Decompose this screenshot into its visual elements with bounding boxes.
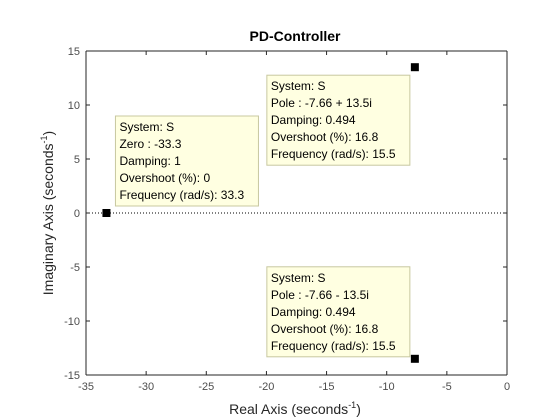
x-tick-label: -5: [442, 381, 452, 393]
datatip-line: Frequency (rad/s): 33.3: [119, 188, 244, 202]
pole-zero-marker-2: [410, 354, 419, 363]
datatip-line: Overshoot (%): 16.8: [271, 130, 379, 144]
y-axis-label-close: ): [40, 131, 56, 136]
y-tick-label: 10: [68, 100, 80, 112]
y-axis-label-sup: -1: [39, 135, 49, 143]
x-axis-label-sup: -1: [348, 400, 356, 410]
datatip-line: Pole : -7.66 + 13.5i: [271, 96, 372, 110]
x-tick-label: 0: [504, 381, 510, 393]
x-axis-label-close: ): [356, 401, 361, 417]
pole-zero-marker-0: [102, 209, 111, 217]
x-tick-label: -15: [319, 381, 335, 393]
datatip-line: Damping: 1: [119, 154, 181, 168]
datatip-box-1: [266, 74, 411, 166]
y-tick-label: -5: [70, 262, 80, 274]
datatip-line: System: S: [119, 120, 174, 134]
y-tick-label: 5: [74, 154, 80, 166]
datatip-line: Zero : -33.3: [119, 137, 181, 151]
datatip-line: Frequency (rad/s): 15.5: [271, 339, 396, 353]
datatip-line: Pole : -7.66 - 13.5i: [271, 288, 369, 302]
x-tick-label: -25: [198, 381, 214, 393]
x-axis-label: Real Axis (seconds-1): [229, 400, 361, 417]
datatip-line: Damping: 0.494: [271, 305, 356, 319]
datatip-line: Overshoot (%): 0: [119, 171, 210, 185]
datatip-box-2: [266, 266, 411, 358]
y-axis-label-text: Imaginary Axis (seconds: [40, 143, 56, 295]
y-tick-label: -10: [64, 316, 80, 328]
x-tick-label: -30: [138, 381, 154, 393]
datatip-line: Frequency (rad/s): 15.5: [271, 147, 396, 161]
x-tick-label: -10: [379, 381, 395, 393]
chart-marks: [102, 63, 419, 363]
y-tick-label: -15: [64, 370, 80, 382]
x-tick-label: -20: [258, 381, 274, 393]
datatip-line: System: S: [271, 79, 326, 93]
x-axis-label-text: Real Axis (seconds: [229, 401, 348, 417]
datatip-line: Damping: 0.494: [271, 113, 356, 127]
datatip-line: System: S: [271, 271, 326, 285]
y-tick-label: 15: [68, 46, 80, 58]
datatip-line: Overshoot (%): 16.8: [271, 322, 379, 336]
y-axis-label: Imaginary Axis (seconds-1): [39, 131, 56, 295]
datatip-box-0: [114, 115, 259, 207]
y-tick-label: 0: [74, 208, 80, 220]
x-tick-label: -35: [78, 381, 94, 393]
pole-zero-marker-1: [410, 63, 419, 72]
axis-ticks: -35 -30 -25 -20 -15 -10 -5 0 -15 -10 -5 0 5 10 15: [64, 46, 510, 393]
chart-title: PD-Controller: [250, 28, 342, 44]
datatips: System: S Zero : -33.3 Damping: 1 Overshoot…: [114, 74, 411, 358]
